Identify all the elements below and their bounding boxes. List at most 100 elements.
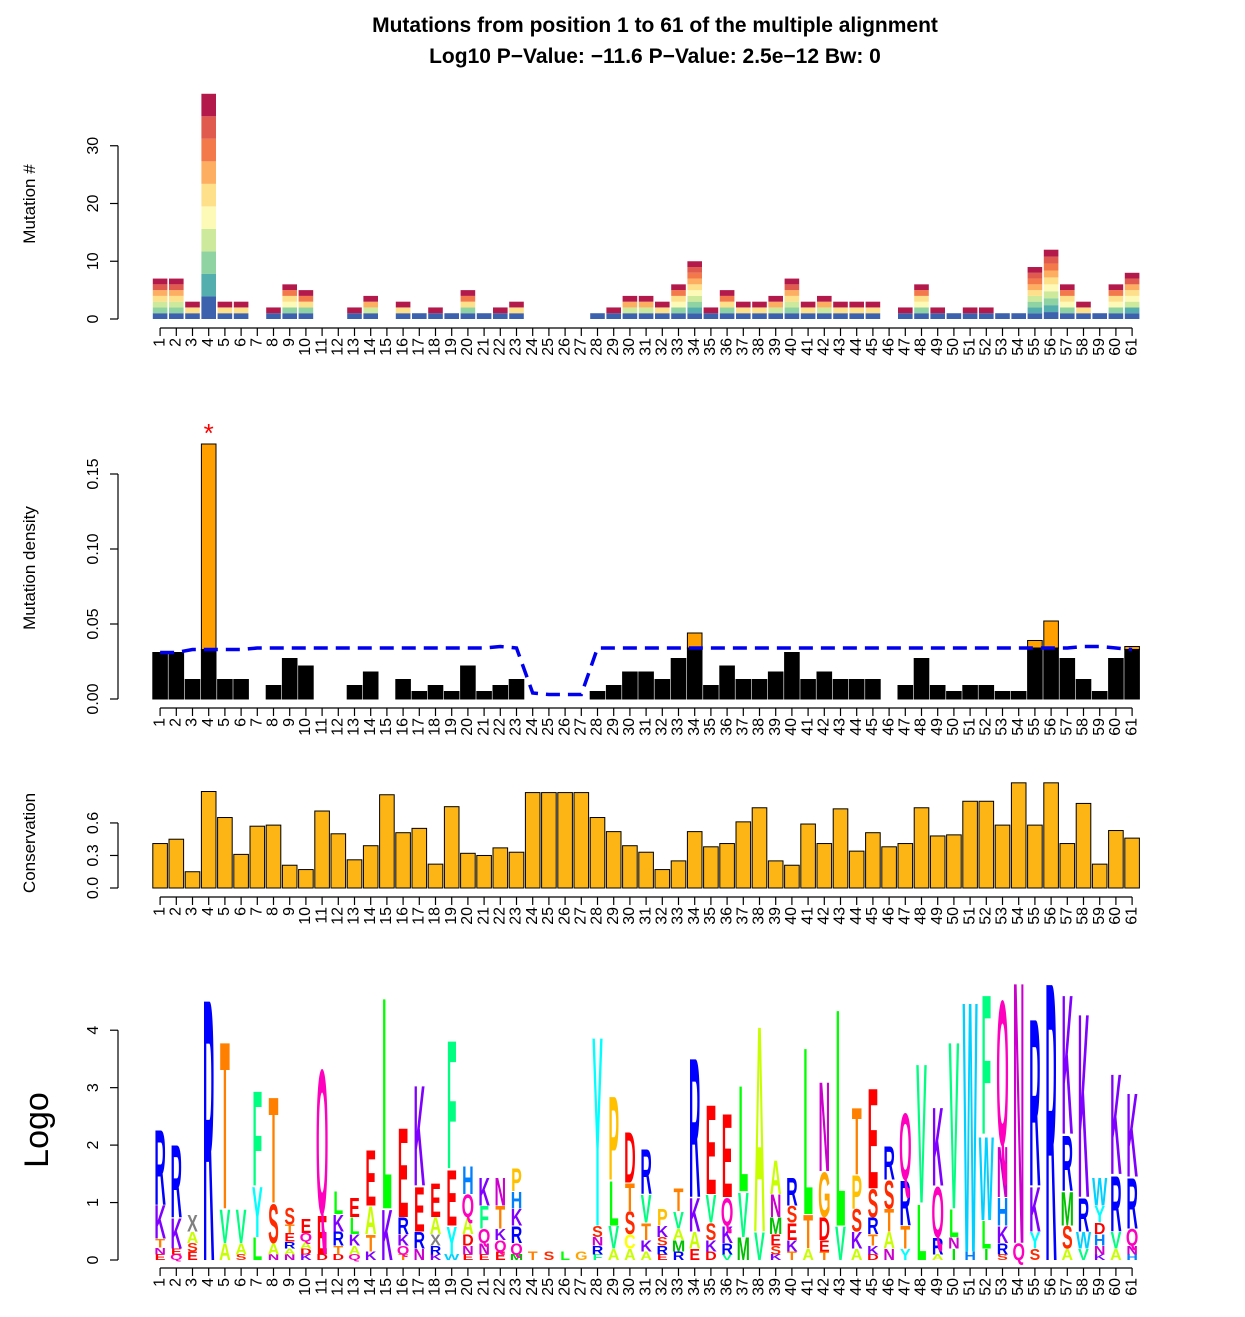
count-bar-segment [460,307,476,314]
logo-letter: S [187,1240,198,1254]
logo-letter: S [787,1203,798,1229]
x-tick-label: 49 [929,338,946,356]
logo-letter: C [624,1231,636,1253]
x-tick-label: 53 [994,1278,1011,1296]
conservation-bar [670,860,687,889]
logo-letter: A [268,1241,280,1258]
density-bar [832,679,849,700]
logo-letter: M [737,1232,750,1267]
logo-letter: F [479,1201,489,1236]
logo-letter: T [625,1176,635,1221]
count-bar-segment [914,290,929,296]
x-tick-label: 25 [540,338,557,356]
count-bar-segment [703,307,719,314]
logo-letter: K [397,1233,409,1250]
conservation-bar [654,869,671,889]
count-bar-segment [1027,284,1043,291]
title-line-1: Mutations from position 1 to 61 of the m… [372,14,938,37]
x-tick-label: 6 [232,907,249,916]
x-tick-label: 1 [151,907,168,916]
logo-letter: H [511,1188,523,1214]
count-bar-segment [298,307,314,314]
count-bar-segment [201,228,216,252]
logo-letter: E [155,1253,166,1262]
significance-marker: * [204,418,214,448]
conservation-bar [314,810,330,889]
logo-letter: K [1078,958,1090,1253]
count-bar-segment [719,307,735,314]
logo-letter: K [1029,1174,1041,1245]
logo-letter: A [187,1230,199,1247]
x-tick-label: 49 [929,718,946,736]
count-bar-segment [752,313,767,319]
count-bar-segment [817,313,832,319]
logo-letter: T [528,1249,538,1263]
x-tick-label: 51 [961,718,978,736]
count-bar-segment [185,301,200,308]
logo-letter: E [398,1103,409,1245]
x-tick-label: 9 [281,907,298,916]
count-bar-segment [1108,295,1124,302]
logo-letter: E [495,1249,506,1263]
count-bar-segment [1043,305,1059,313]
x-tick-label: 57 [1059,718,1076,736]
count-bar-segment [768,313,783,319]
x-tick-label: 57 [1059,338,1076,356]
conservation-bar [379,794,395,889]
logo-letter: S [657,1235,668,1249]
conservation-bar [298,869,314,889]
conservation-bar [233,853,249,889]
conservation-bar [832,808,849,889]
logo-letter: D [300,1247,312,1256]
logo-letter: K [1094,1253,1106,1262]
x-tick-label: 36 [718,718,735,736]
logo-letter: Q [348,1253,361,1262]
logo-letter: R [511,1223,523,1249]
logo-letter: L [836,943,846,1292]
x-tick-label: 10 [297,338,314,356]
x-tick-label: 24 [524,1278,541,1296]
logo-letter: N [770,1189,782,1224]
y-tick-label: 0.15 [85,458,102,489]
x-tick-label: 38 [751,718,768,736]
conservation-bar [1075,802,1092,889]
logo-letter: T [641,1220,651,1246]
x-tick-label: 16 [394,1278,411,1296]
conservation-bar [994,824,1011,889]
count-bar-segment [152,295,168,302]
x-tick-label: 47 [897,1278,914,1296]
logo-letter: E [284,1231,295,1245]
logo-letter: A [608,1247,620,1264]
x-tick-label: 34 [686,907,703,925]
count-bar-segment [169,301,184,308]
logo-letter: Q [899,1093,911,1200]
count-bar-segment [655,313,670,319]
count-bar-segment [1043,263,1059,271]
count-bar-segment [1027,313,1043,319]
y-tick-label: 3 [85,1083,102,1092]
logo-letter: T [495,1201,505,1236]
logo-letter: Y [252,1174,263,1254]
count-bar-segment [444,313,459,319]
count-bar-segment [1027,290,1043,296]
count-bar-segment [687,261,702,268]
x-tick-label: 56 [1042,718,1059,736]
count-bar-segment [201,93,216,117]
conservation-bar [865,832,881,889]
count-bar-segment [655,307,670,314]
logo-letter: Q [510,1241,522,1258]
count-bar-segment [217,301,233,308]
x-tick-label: 27 [573,907,590,925]
y-tick-label: 0.3 [85,844,102,866]
logo-letter: E [187,1249,198,1263]
x-tick-label: 40 [783,907,800,925]
y-tick-label: 2 [85,1141,102,1150]
logo-letter: A [883,1229,895,1255]
x-tick-label: 30 [621,1278,638,1296]
x-tick-label: 44 [848,1278,865,1296]
x-tick-label: 57 [1059,907,1076,925]
logo-letter: L [252,1232,262,1267]
logo-letter: F [593,1253,603,1262]
count-bar-segment [930,307,945,314]
count-bar-segment [914,295,929,302]
